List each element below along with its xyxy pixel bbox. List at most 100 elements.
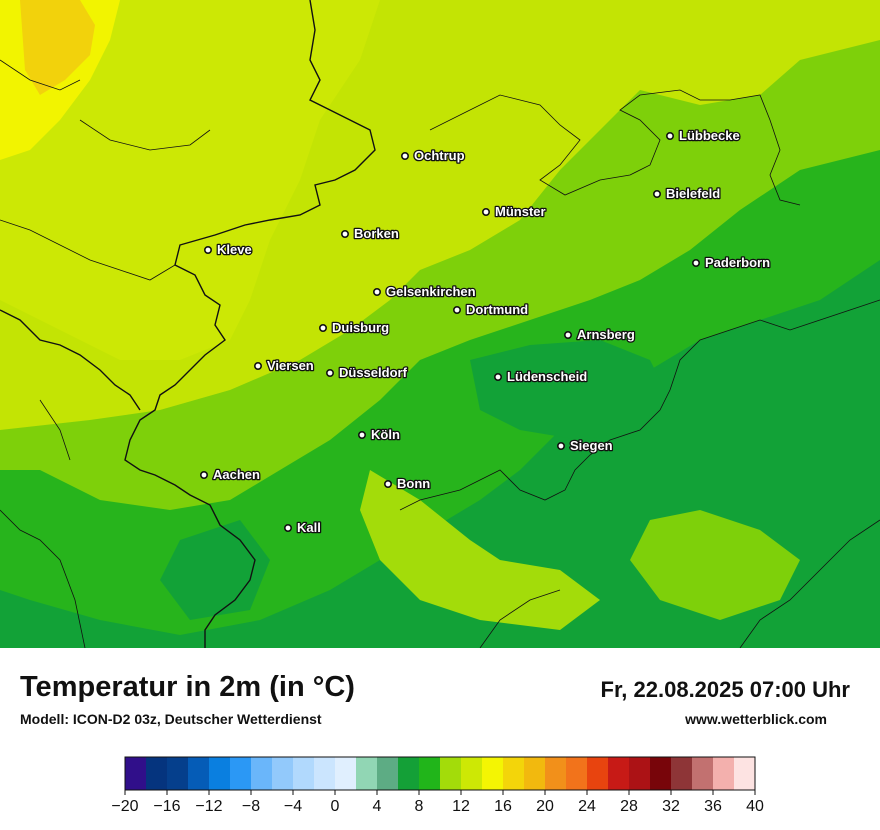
colorbar-segment (713, 757, 735, 790)
city-siegen: Siegen (556, 437, 614, 454)
city-dot (372, 287, 381, 296)
colorbar-segment (335, 757, 357, 790)
colorbar-segment (545, 757, 567, 790)
colorbar-tick-label: 40 (746, 798, 764, 815)
temperature-region-8c-eifel (160, 520, 270, 620)
city-dot (340, 230, 349, 239)
colorbar-tick-label: 16 (494, 798, 512, 815)
valid-time: Fr, 22.08.2025 07:00 Uhr (600, 677, 851, 702)
city-label: Paderborn (705, 255, 770, 270)
colorbar-segment (188, 757, 210, 790)
city-dot (481, 208, 490, 217)
temperature-region-14c (0, 0, 380, 360)
colorbar-segment (629, 757, 651, 790)
city-label: Ochtrup (414, 148, 465, 163)
city-dot (200, 470, 209, 479)
colorbar-tick-label: 20 (536, 798, 554, 815)
colorbar-segment (524, 757, 546, 790)
colorbar-segment (482, 757, 504, 790)
city-label: Arnsberg (577, 327, 635, 342)
city-dot (665, 132, 674, 141)
map-title: Temperatur in 2m (in °C) (20, 671, 355, 703)
colorbar-segment (650, 757, 672, 790)
city-label: Viersen (267, 358, 314, 373)
temperature-region-8c-sauerland (470, 340, 670, 440)
colorbar-segment (272, 757, 294, 790)
city-label: Köln (371, 427, 400, 442)
city-label: Bonn (397, 476, 430, 491)
city-dot (283, 523, 292, 532)
city-paderborn: Paderborn (691, 254, 771, 271)
city-borken: Borken (340, 225, 400, 242)
colorbar-tick-label: −16 (153, 798, 180, 815)
city-dortmund: Dortmund (452, 301, 529, 318)
colorbar-tick-label: −8 (242, 798, 260, 815)
city-gelsenkirchen: Gelsenkirchen (372, 283, 477, 300)
city-label: Düsseldorf (339, 365, 408, 380)
city-dot (452, 305, 461, 314)
city-label: Duisburg (332, 320, 389, 335)
city-kall: Kall (283, 519, 322, 536)
colorbar-segment (293, 757, 315, 790)
colorbar-tick-label: 4 (373, 798, 382, 815)
colorbar-segment (314, 757, 336, 790)
website-link[interactable]: www.wetterblick.com (685, 711, 827, 727)
colorbar-segment (692, 757, 714, 790)
city-label: Münster (495, 204, 546, 219)
temperature-region-18c (20, 0, 95, 95)
state-borders (0, 59, 880, 648)
colorbar-segment (671, 757, 693, 790)
colorbar-segment (125, 757, 147, 790)
colorbar-segment (398, 757, 420, 790)
colorbar-segment (503, 757, 525, 790)
city-dot (325, 368, 334, 377)
colorbar-segment (230, 757, 252, 790)
colorbar-segment (377, 757, 399, 790)
city-dot (254, 361, 263, 370)
temperature-region-12c-rhine (360, 470, 600, 630)
colorbar-segment (734, 757, 756, 790)
city-bonn: Bonn (383, 475, 432, 492)
city-düsseldorf: Düsseldorf (325, 364, 409, 381)
temperature-colorbar: −20 −16 −12 −8 −4 0 4 8 12 16 20 24 28 32 36 40 (111, 756, 764, 815)
city-aachen: Aachen (200, 466, 261, 483)
city-dot (383, 479, 392, 488)
city-label: Bielefeld (666, 186, 720, 201)
city-dot (652, 190, 661, 199)
city-dot (400, 152, 409, 161)
city-markers: Lübbecke Ochtrup Bielefeld Münster Borken Kle… (200, 127, 771, 536)
city-label: Gelsenkirchen (386, 284, 476, 299)
city-label: Siegen (570, 438, 613, 453)
city-dot (357, 430, 366, 439)
city-label: Borken (354, 226, 399, 241)
colorbar-tick-label: 8 (415, 798, 424, 815)
temperature-map: Lübbecke Ochtrup Bielefeld Münster Borken Kle… (0, 0, 880, 648)
colorbar-tick-label: 28 (620, 798, 638, 815)
city-bielefeld: Bielefeld (652, 185, 722, 202)
colorbar-segment (566, 757, 588, 790)
colorbar-tick-label: 0 (331, 798, 340, 815)
colorbar-tick-label: 12 (452, 798, 470, 815)
city-dot (556, 441, 565, 450)
city-label: Lüdenscheid (507, 369, 587, 384)
city-dot (563, 330, 572, 339)
temperature-region-12c-valley (630, 510, 800, 620)
city-lübbecke: Lübbecke (665, 127, 741, 144)
city-label: Kall (297, 520, 321, 535)
colorbar-tick-label: 24 (578, 798, 596, 815)
city-münster: Münster (481, 203, 547, 220)
colorbar-tick-label: −20 (111, 798, 138, 815)
colorbar-segment (356, 757, 378, 790)
colorbar-segment (440, 757, 462, 790)
colorbar-tick-label: −4 (284, 798, 302, 815)
city-duisburg: Duisburg (318, 319, 390, 336)
colorbar-segment (251, 757, 273, 790)
model-info: Modell: ICON-D2 03z, Deutscher Wetterdie… (20, 711, 322, 727)
colorbar-tick-label: −12 (195, 798, 222, 815)
city-ochtrup: Ochtrup (400, 147, 466, 164)
city-label: Lübbecke (679, 128, 740, 143)
colorbar-segment (167, 757, 189, 790)
city-label: Aachen (213, 467, 260, 482)
city-dot (493, 372, 502, 381)
national-borders (0, 0, 376, 648)
